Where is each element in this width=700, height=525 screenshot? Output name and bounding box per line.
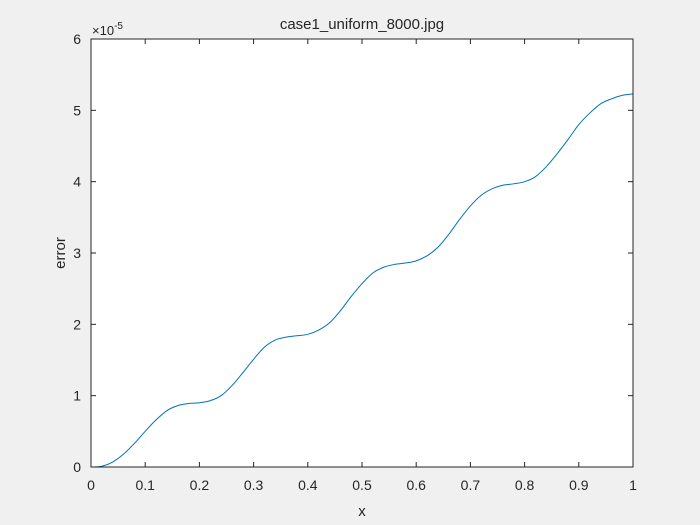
y-exponent-label: ×10-5 — [92, 21, 123, 38]
y-tick-label: 0 — [73, 459, 81, 475]
x-tick-label: 0.7 — [461, 477, 481, 493]
y-axis-label: error — [52, 237, 69, 269]
x-tick-label: 0.6 — [406, 477, 426, 493]
x-tick-label: 0.4 — [298, 477, 318, 493]
x-tick-label: 0.3 — [244, 477, 264, 493]
x-tick-label: 0.9 — [569, 477, 589, 493]
y-tick-label: 6 — [73, 31, 81, 47]
y-exponent-power: -5 — [114, 21, 123, 32]
y-tick-label: 4 — [73, 174, 81, 190]
x-tick-label: 0.5 — [352, 477, 372, 493]
x-tick-label: 0.8 — [515, 477, 535, 493]
plot-area — [91, 39, 633, 467]
x-axis-label: x — [358, 503, 366, 520]
y-exponent-base: ×10 — [92, 23, 114, 38]
chart-title: case1_uniform_8000.jpg — [280, 16, 444, 33]
error-series-line — [90, 93, 634, 468]
y-tick-label: 5 — [73, 102, 81, 118]
y-tick-label: 1 — [73, 388, 81, 404]
plot-box — [90, 38, 634, 468]
axis-ticks: 0 0.1 0.2 0.3 0.4 0.5 0.6 0.7 0.8 0.9 1 0 1 2 3 4 5 6 — [73, 31, 637, 493]
series-layer — [90, 93, 634, 468]
x-tick-label: 0.1 — [135, 477, 155, 493]
y-tick-label: 2 — [73, 316, 81, 332]
x-tick-label: 1 — [629, 477, 637, 493]
x-tick-label: 0 — [87, 477, 95, 493]
x-tick-label: 0.2 — [190, 477, 210, 493]
y-tick-label: 3 — [73, 245, 81, 261]
